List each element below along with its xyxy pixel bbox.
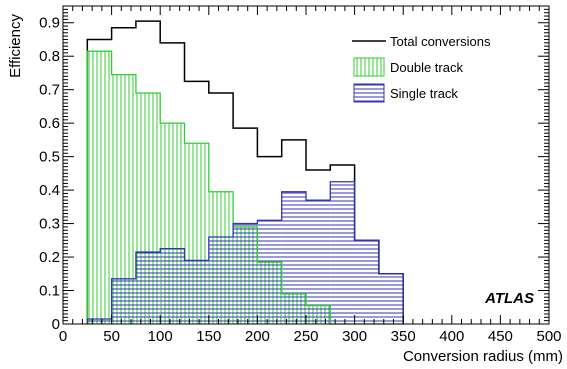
single-track-bar <box>87 318 112 324</box>
single-track-bar <box>281 191 306 324</box>
y-tick-label: 0.1 <box>39 283 60 300</box>
single-track-bar <box>354 240 379 324</box>
y-axis-label: Efficiency <box>7 14 24 78</box>
x-tick-label: 350 <box>391 328 416 345</box>
y-tick-label: 0.3 <box>39 216 60 233</box>
single-track-bar <box>135 252 161 324</box>
single-track-bar <box>111 278 136 324</box>
single-track-bar <box>306 200 331 324</box>
x-tick-label: 300 <box>342 328 367 345</box>
single-track-bars <box>87 181 404 324</box>
x-axis-label: Conversion radius (mm) <box>403 348 563 365</box>
atlas-label: ATLAS <box>484 290 534 307</box>
single-track-bar <box>160 248 185 324</box>
y-tick-label: 0.4 <box>39 182 60 199</box>
legend-swatch-double <box>353 57 385 77</box>
legend-label-total: Total conversions <box>390 34 491 49</box>
x-tick-label: 450 <box>488 328 513 345</box>
y-tick-label: 0.9 <box>39 15 60 32</box>
single-track-bar <box>208 236 234 324</box>
series-outlines <box>86 20 404 325</box>
x-tick-label: 400 <box>439 328 464 345</box>
single-track-bar <box>378 273 404 324</box>
legend: Total conversions Double track Single tr… <box>352 34 491 103</box>
x-tick-label: 0 <box>59 328 67 345</box>
single-track-outline <box>86 181 404 324</box>
x-tick-label: 50 <box>103 328 120 345</box>
x-tick-label: 150 <box>196 328 221 345</box>
y-tick-label: 0.6 <box>39 115 60 132</box>
single-track-bar <box>233 223 258 324</box>
double-track-bar <box>87 51 112 324</box>
y-tick-label: 0.7 <box>39 82 60 99</box>
y-tick-label: 0.2 <box>39 249 60 266</box>
legend-label-single: Single track <box>390 86 458 101</box>
axis-ticks <box>62 5 550 325</box>
double-track-outline <box>86 50 404 325</box>
x-tick-label: 200 <box>245 328 270 345</box>
legend-swatch-single <box>353 83 385 103</box>
x-tick-label: 100 <box>148 328 173 345</box>
y-tick-label: 0.5 <box>39 149 60 166</box>
x-tick-label: 250 <box>293 328 318 345</box>
legend-label-double: Double track <box>390 60 463 75</box>
single-track-bar <box>257 220 282 324</box>
x-tick-label: 500 <box>536 328 561 345</box>
tick-labels: 0 50 100 150 200 250 300 350 400 450 500 0 0.1 0.2 0.3… <box>39 15 561 345</box>
single-track-bar <box>330 181 355 324</box>
single-track-bar <box>184 260 209 324</box>
y-tick-label: 0 <box>52 316 60 333</box>
y-tick-label: 0.8 <box>39 48 60 65</box>
